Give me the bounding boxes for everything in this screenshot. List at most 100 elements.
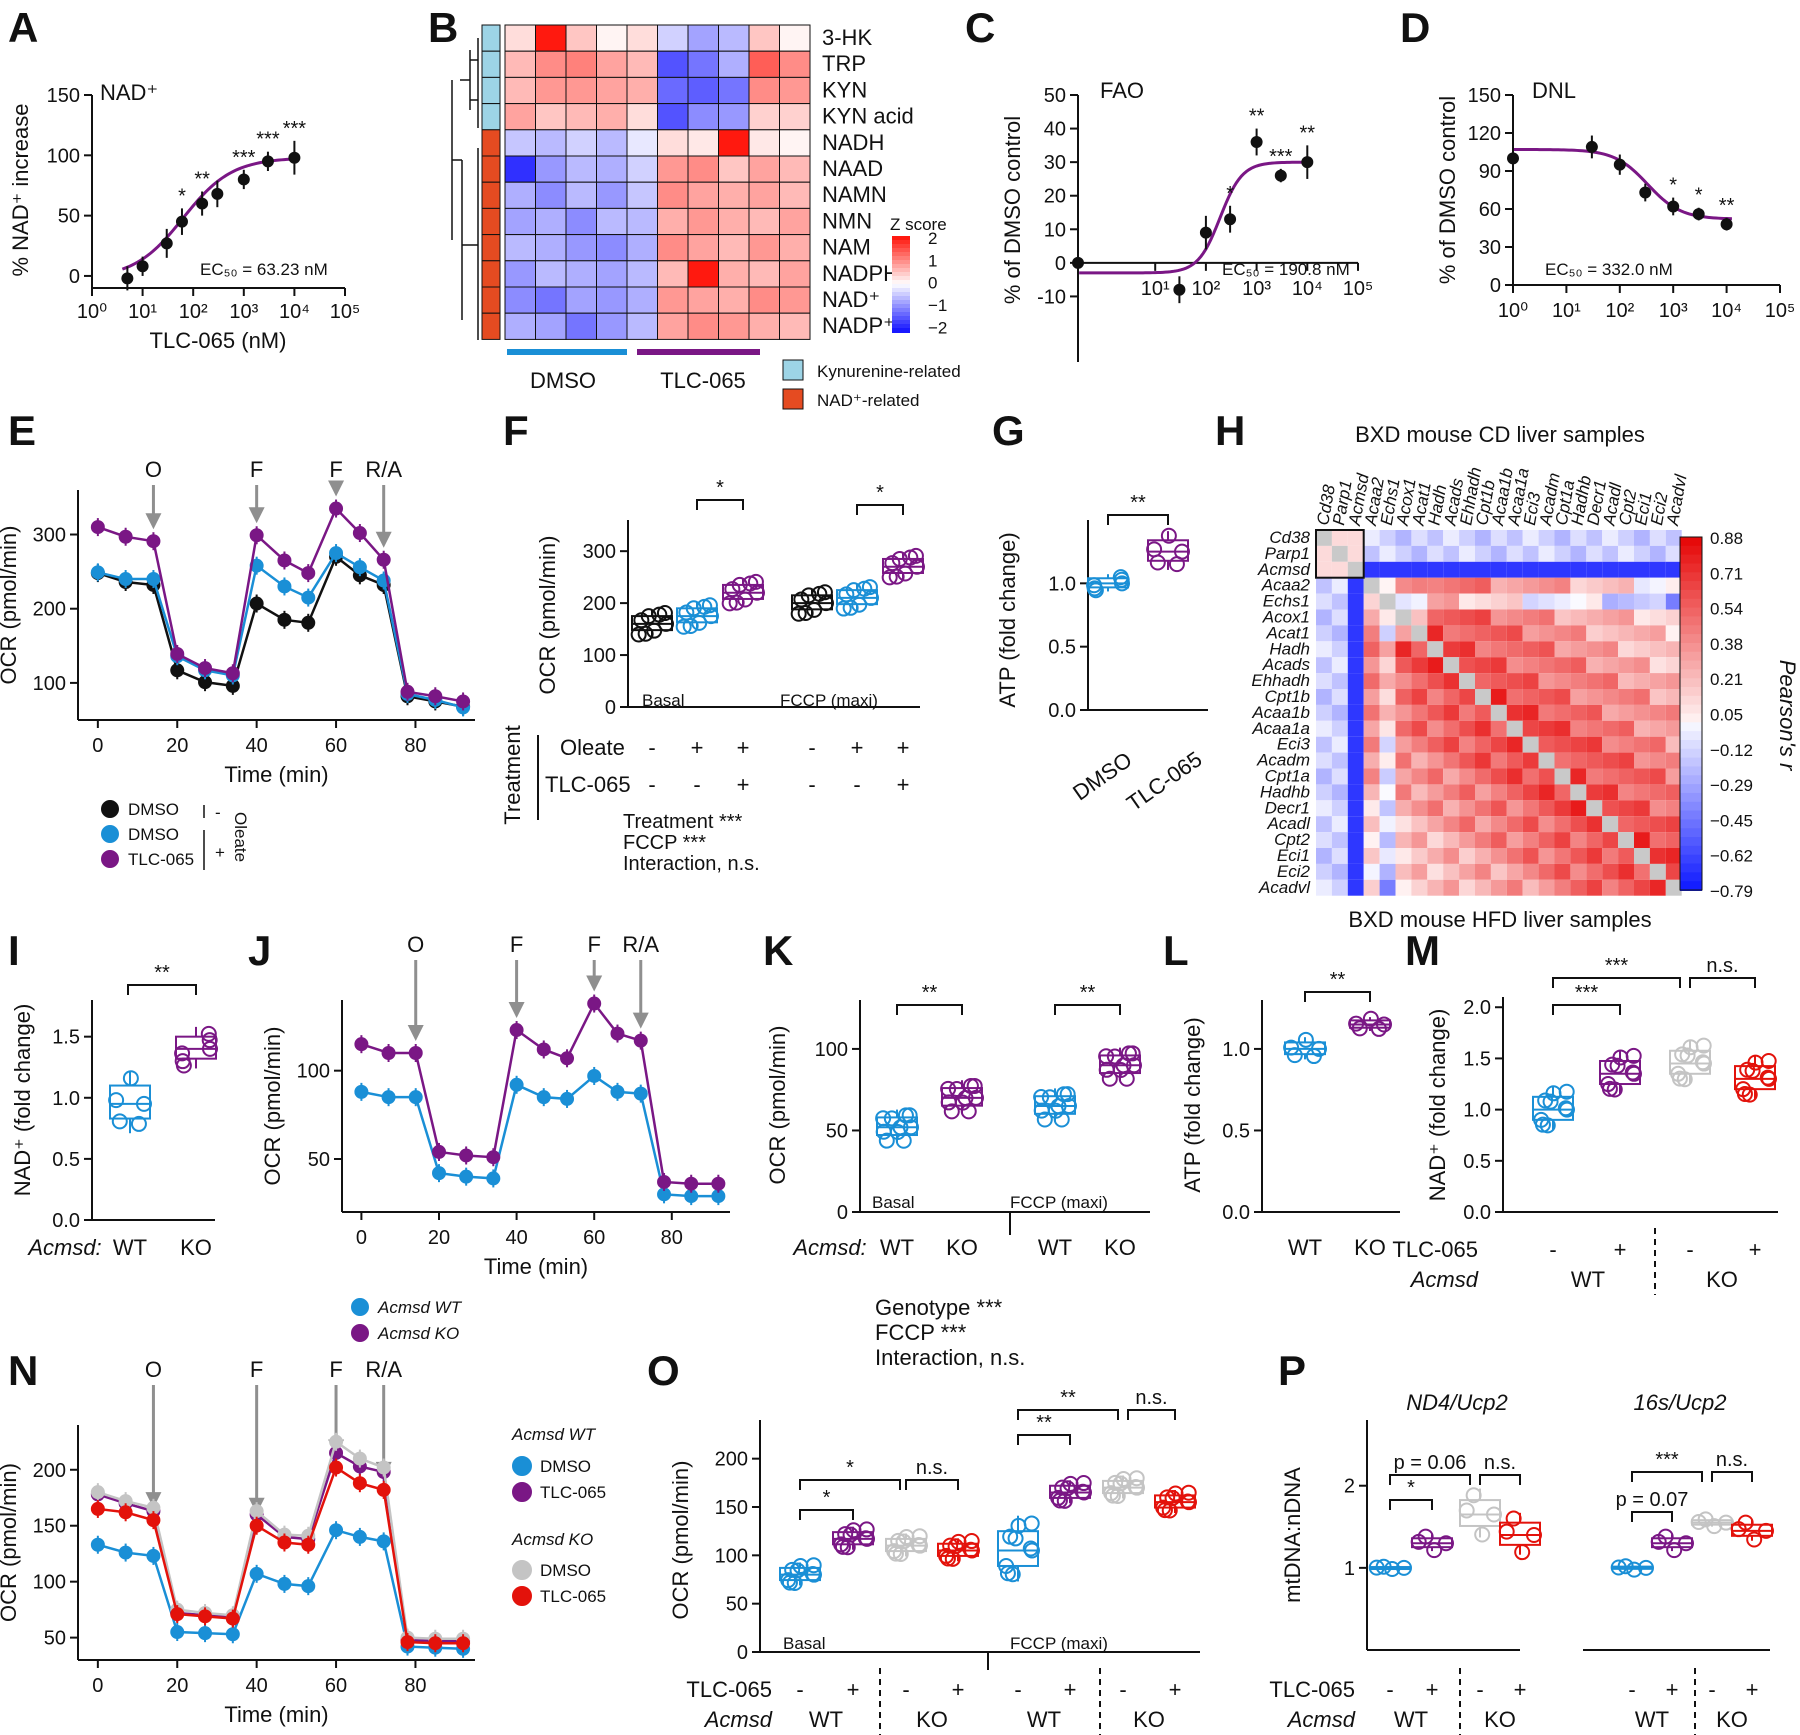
heatmap-cell (626, 50, 658, 78)
x-tick-label: 10¹ (1552, 300, 1581, 322)
heatmap-cell (748, 181, 780, 209)
heatmap-cell (1475, 530, 1491, 546)
y-tick-label: 2.0 (1463, 997, 1491, 1019)
data-point (1250, 136, 1263, 148)
colorbar-tick: −0.79 (1710, 882, 1753, 901)
colorbar-tick: 0.71 (1710, 564, 1743, 583)
heatmap-cell (565, 181, 597, 209)
colorbar-segment (1680, 598, 1702, 609)
row-value: - (648, 772, 655, 797)
legend-marker (512, 1482, 532, 1502)
heatmap-cell (1490, 561, 1507, 578)
colorbar-tick: 0.88 (1710, 529, 1743, 548)
treatment-value: - (902, 1677, 909, 1702)
heatmap-cell (1506, 561, 1523, 578)
heatmap-cell (1411, 689, 1428, 705)
box-point (940, 1080, 957, 1097)
row-value: - (808, 772, 815, 797)
box-point (656, 605, 673, 622)
x-tick-label: 0 (92, 735, 103, 757)
heatmap-cell (596, 103, 628, 131)
box-point (682, 617, 699, 634)
x-tick-label: WT (113, 1235, 147, 1260)
row-label: Oleate (560, 735, 625, 760)
heatmap-cell (1316, 800, 1332, 817)
significance-bracket (799, 1509, 854, 1520)
row-group-bar (481, 103, 501, 131)
colorbar-segment (1680, 819, 1702, 830)
heatmap-cell (718, 155, 750, 183)
legend-label: TLC-065 (540, 1483, 606, 1502)
row-gene-label: Decr1 (1265, 798, 1310, 817)
row-label: TLC-065 (686, 1677, 772, 1702)
box-point (1744, 1062, 1761, 1079)
heatmap-cell (1570, 784, 1587, 801)
significance-bracket (1389, 1499, 1433, 1510)
heatmap-cell (1459, 577, 1475, 594)
section-label: FCCP (maxi) (780, 691, 878, 710)
colorbar-segment (1680, 695, 1702, 706)
heatmap-cell (1475, 545, 1491, 562)
data-point (1072, 256, 1084, 269)
heatmap-cell (1490, 545, 1507, 562)
heatmap-cell (1554, 561, 1571, 578)
y-tick-label: -10 (1037, 286, 1066, 308)
genotype-label: KO (1484, 1707, 1516, 1732)
data-point (146, 1548, 161, 1563)
heatmap-cell (535, 24, 567, 52)
row-gene-label: Eci1 (1277, 846, 1310, 865)
heatmap-cell (1411, 530, 1428, 546)
heatmap-cell (1379, 736, 1396, 753)
treatment-value: - (1686, 1237, 1693, 1262)
heatmap-cell (1411, 545, 1428, 562)
row-gene-label: Ehhadh (1251, 671, 1310, 690)
colorbar-segment (1680, 872, 1702, 883)
heatmap-cell (1316, 879, 1332, 896)
heatmap-cell (1443, 657, 1460, 674)
heatmap-cell (1427, 609, 1444, 626)
colorbar-segment (1680, 722, 1702, 733)
heatmap-cell (1459, 800, 1475, 817)
colorbar-segment (892, 288, 910, 293)
heatmap-cell (1490, 816, 1507, 833)
y-axis-title: NAD⁺ (fold change) (10, 1004, 35, 1197)
data-point (301, 1579, 316, 1594)
heatmap-cell (1395, 832, 1412, 848)
row-gene-label: Acmsd (1257, 560, 1311, 579)
heatmap-cell (1411, 736, 1428, 753)
panel-label-h: H (1215, 407, 1245, 454)
heatmap-cell (1363, 625, 1380, 642)
heatmap-cell (1618, 577, 1634, 594)
heatmap-cell (1522, 720, 1539, 737)
heatmap-cell (565, 207, 597, 236)
heatmap-cell (1427, 561, 1444, 578)
panel-label-g: G (992, 407, 1025, 454)
data-point (400, 1635, 415, 1650)
heatmap-cell (1570, 720, 1587, 737)
significance-label: *** (256, 129, 280, 151)
heatmap-cell (1649, 689, 1666, 705)
heatmap-cell (1475, 704, 1491, 721)
row-label: Acmsd (703, 1707, 773, 1732)
box-point (1036, 1111, 1053, 1128)
legend-label: DMSO (128, 800, 179, 819)
heatmap-cell (1506, 704, 1523, 721)
legend-swatch-kynurenine (782, 359, 804, 381)
heatmap-cell (1443, 768, 1460, 785)
heatmap-cell (1665, 577, 1682, 594)
x-tick-label: 10³ (1659, 300, 1688, 322)
heatmap-cell (565, 234, 597, 262)
significance-bracket (1127, 1409, 1176, 1420)
heatmap-cell (1602, 848, 1619, 864)
heatmap-cell (1459, 545, 1475, 562)
section-label: Basal (642, 691, 685, 710)
heatmap-cell (1634, 800, 1650, 817)
row-group-bar (481, 181, 501, 209)
heatmap-cell (565, 76, 597, 105)
heatmap-cell (1618, 752, 1634, 769)
data-point (90, 520, 105, 535)
heatmap-cell (748, 76, 780, 105)
treatment-value: + (1666, 1677, 1679, 1702)
heatmap-cell (1316, 530, 1332, 546)
heatmap-cell (1395, 609, 1412, 626)
